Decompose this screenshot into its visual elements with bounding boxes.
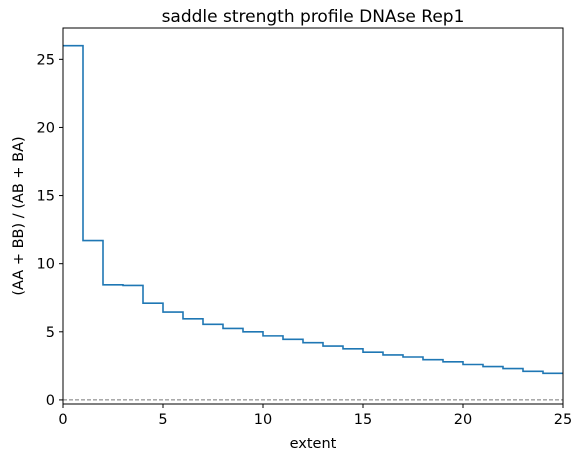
axis-ticks: 0 5 10 15 20 25 0 5 10 15 20 25 bbox=[37, 52, 573, 428]
plot-frame bbox=[62, 27, 564, 405]
x-tick-label: 10 bbox=[254, 412, 272, 428]
plot-area bbox=[63, 44, 563, 401]
series-line-0 bbox=[63, 44, 563, 375]
x-tick-label: 0 bbox=[58, 412, 67, 428]
x-tick-label: 20 bbox=[454, 412, 472, 428]
y-tick-label: 5 bbox=[46, 325, 55, 341]
y-tick-label: 15 bbox=[37, 189, 55, 205]
x-tick-label: 5 bbox=[158, 412, 167, 428]
chart-title: saddle strength profile DNAse Rep1 bbox=[162, 7, 465, 27]
y-axis-label: (AA + BB) / (AB + BA) bbox=[11, 136, 27, 295]
x-tick-label: 15 bbox=[354, 412, 372, 428]
y-tick-label: 20 bbox=[37, 120, 55, 136]
y-tick-label: 25 bbox=[37, 52, 55, 68]
y-tick-label: 10 bbox=[37, 257, 55, 273]
x-tick-label: 25 bbox=[554, 412, 572, 428]
y-tick-label: 0 bbox=[46, 393, 55, 409]
x-axis-label: extent bbox=[290, 436, 337, 452]
